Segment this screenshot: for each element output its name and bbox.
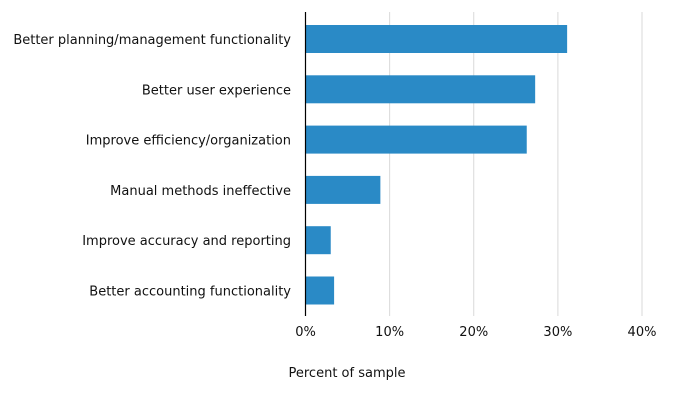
- x-tick-label: 10%: [375, 325, 404, 340]
- category-label: Improve efficiency/organization: [86, 134, 291, 149]
- category-label: Better accounting functionality: [89, 285, 291, 300]
- category-labels: Better planning/management functionality…: [13, 33, 291, 300]
- x-axis-title: Percent of sample: [289, 366, 406, 381]
- category-label: Better user experience: [142, 83, 291, 98]
- bar: [305, 125, 527, 154]
- gridlines: [389, 12, 643, 316]
- bar: [305, 25, 568, 53]
- bars: [305, 25, 568, 305]
- category-label: Better planning/management functionality: [13, 33, 291, 48]
- category-label: Manual methods ineffective: [110, 184, 291, 199]
- x-tick-label: 30%: [543, 325, 572, 340]
- bar: [305, 226, 331, 255]
- category-label: Improve accuracy and reporting: [82, 234, 291, 249]
- x-tick-label: 40%: [628, 325, 657, 340]
- x-tick-labels: 0% 10% 20% 30% 40%: [295, 325, 656, 340]
- x-tick-label: 20%: [459, 325, 488, 340]
- bar: [305, 276, 335, 305]
- bar: [305, 75, 536, 104]
- x-tick-label: 0%: [295, 325, 316, 340]
- bar: [305, 175, 381, 204]
